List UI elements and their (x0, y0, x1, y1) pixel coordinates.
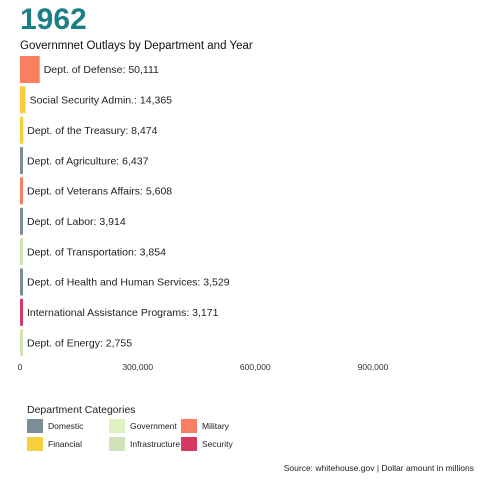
bar-label: Dept. of Energy: 2,755 (27, 337, 132, 349)
legend-label: Military (202, 421, 230, 431)
legend-swatch (181, 437, 197, 451)
x-tick-label: 600,000 (240, 362, 271, 372)
bar-label: Dept. of Health and Human Services: 3,52… (27, 277, 230, 289)
legend-swatch (181, 419, 197, 433)
bars-group: Dept. of Defense: 50,111 Social Security … (20, 56, 230, 357)
legend-label: Government (130, 421, 177, 431)
legend-swatch (27, 437, 43, 451)
bar-label: Dept. of Transportation: 3,854 (27, 246, 166, 258)
legend-title: Department Categories (27, 404, 136, 416)
legend: Department Categories Domestic Financial G… (27, 404, 233, 451)
x-tick-label: 0 (18, 362, 23, 372)
legend-swatch (109, 419, 125, 433)
x-tick-label: 900,000 (358, 362, 389, 372)
chart-subtitle: Governmnet Outlays by Department and Yea… (20, 40, 253, 52)
bar (20, 329, 23, 357)
legend-swatch (109, 437, 125, 451)
bar-label: Dept. of Defense: 50,111 (44, 64, 159, 76)
bar-label: Social Security Admin.: 14,365 (30, 95, 173, 107)
legend-label: Infrastructure (130, 439, 180, 449)
bar (20, 177, 23, 205)
x-tick-label: 300,000 (122, 362, 153, 372)
bar (20, 147, 23, 175)
bar-label: Dept. of Agriculture: 6,437 (27, 155, 149, 167)
bar-label: Dept. of Labor: 3,914 (27, 216, 126, 228)
bar (20, 268, 23, 296)
bar (20, 86, 26, 114)
bar-label: Dept. of the Treasury: 8,474 (27, 125, 157, 137)
bar (20, 238, 23, 266)
x-axis: 0 300,000 600,000 900,000 (18, 362, 389, 372)
source-note: Source: whitehouse.gov | Dollar amount i… (284, 463, 474, 473)
legend-label: Security (202, 439, 233, 449)
bar (20, 298, 23, 326)
bar (20, 116, 24, 144)
chart-title: 1962 (20, 3, 87, 36)
legend-swatch (27, 419, 43, 433)
legend-label: Domestic (48, 421, 84, 431)
bar (20, 207, 23, 235)
legend-label: Financial (48, 439, 82, 449)
bar-label: International Assistance Programs: 3,171 (27, 307, 219, 319)
bar (20, 56, 40, 83)
bar-label: Dept. of Veterans Affairs: 5,608 (27, 186, 172, 198)
